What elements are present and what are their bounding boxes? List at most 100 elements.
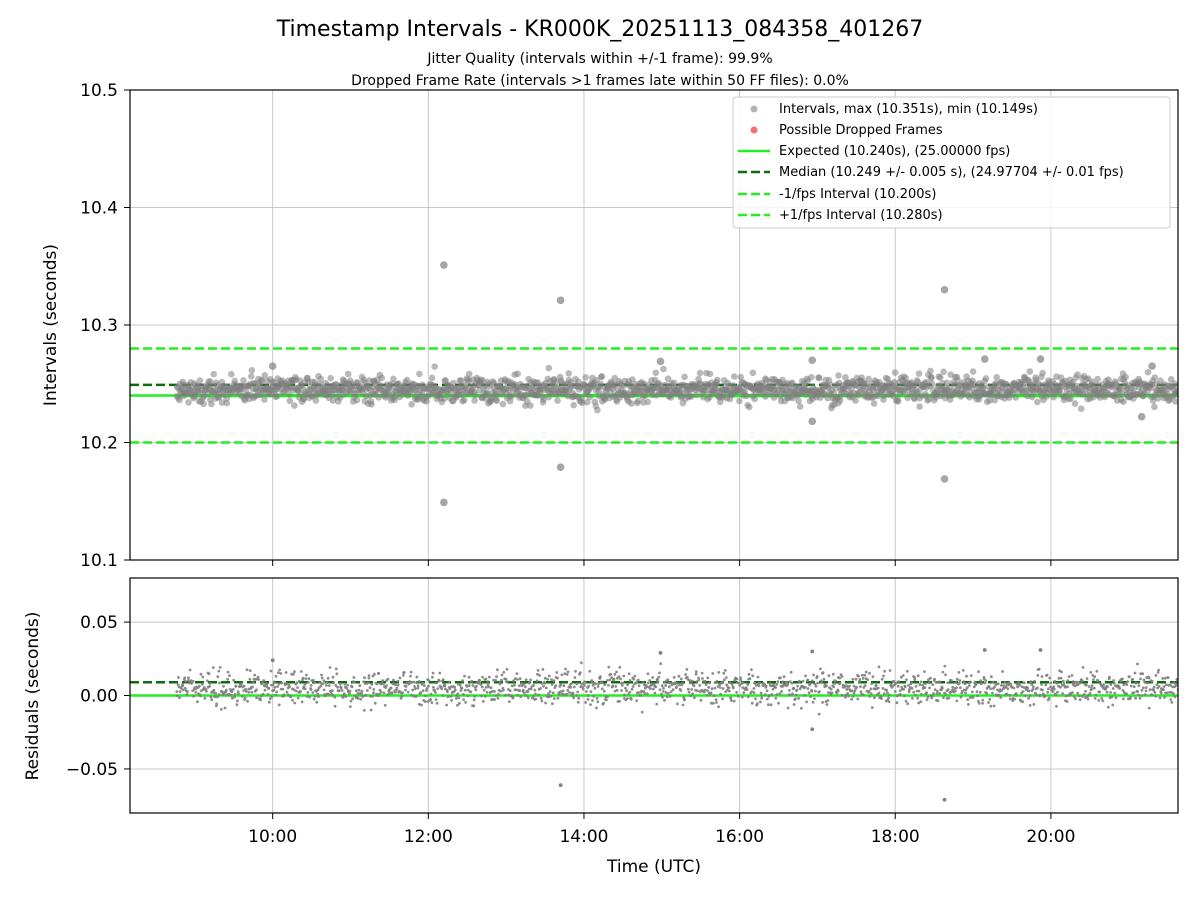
bottom-residual-point bbox=[792, 686, 796, 690]
bottom-residual-point bbox=[555, 671, 559, 674]
bottom-residual-point bbox=[379, 690, 383, 694]
bottom-residual-point bbox=[825, 684, 828, 688]
bottom-residual-point bbox=[725, 688, 729, 692]
bottom-residual-point bbox=[521, 688, 525, 692]
bottom-residual-point bbox=[431, 671, 435, 675]
legend-label-median: Median (10.249 +/- 0.005 s), (24.97704 +… bbox=[779, 165, 1124, 180]
bottom-residual-point bbox=[896, 684, 900, 688]
bottom-residual-point bbox=[396, 683, 400, 687]
bottom-residual-point bbox=[207, 672, 211, 676]
bottom-residual-point bbox=[664, 691, 668, 694]
bottom-residual-point bbox=[774, 696, 778, 700]
bottom-residual-point bbox=[546, 677, 550, 681]
bottom-residual-point bbox=[750, 690, 754, 694]
bottom-residual-point bbox=[855, 685, 858, 689]
bottom-residual-point bbox=[1006, 687, 1010, 691]
bottom-residual-point bbox=[819, 667, 822, 671]
bottom-residual-point bbox=[394, 683, 397, 687]
bottom-residual-point bbox=[566, 670, 570, 674]
bottom-residual-point bbox=[829, 687, 833, 691]
bottom-residual-point bbox=[532, 695, 535, 698]
bottom-residual-point bbox=[556, 696, 560, 700]
bottom-residual-point bbox=[1084, 689, 1087, 693]
bottom-residual-point bbox=[847, 694, 850, 698]
bottom-residual-point bbox=[551, 702, 554, 706]
bottom-residual-point bbox=[730, 699, 733, 702]
bottom-residual-point bbox=[917, 701, 920, 705]
bottom-residual-point bbox=[357, 688, 361, 692]
bottom-residual-point bbox=[815, 675, 819, 678]
bottom-residual-point bbox=[668, 695, 672, 698]
bottom-residual-point bbox=[1054, 693, 1058, 697]
bottom-x-tick-label: 16:00 bbox=[715, 827, 764, 847]
bottom-residual-point bbox=[987, 701, 990, 704]
top-interval-point bbox=[450, 379, 457, 387]
bottom-residual-point bbox=[456, 703, 459, 707]
bottom-residual-point bbox=[371, 674, 375, 678]
top-interval-point bbox=[644, 398, 652, 406]
bottom-residual-point bbox=[223, 706, 227, 710]
bottom-residual-point bbox=[999, 696, 1003, 699]
bottom-residual-point bbox=[201, 675, 205, 679]
bottom-residual-point bbox=[312, 678, 315, 682]
bottom-residual-point bbox=[766, 697, 769, 701]
bottom-residual-point bbox=[523, 685, 527, 689]
bottom-residual-point bbox=[688, 681, 692, 685]
top-interval-point bbox=[915, 370, 923, 378]
bottom-residual-point bbox=[974, 682, 978, 686]
top-interval-point bbox=[499, 400, 507, 408]
top-interval-point bbox=[258, 377, 266, 385]
bottom-residual-point bbox=[463, 688, 467, 692]
bottom-residual-point bbox=[797, 696, 800, 700]
top-interval-point bbox=[979, 384, 987, 391]
bottom-residual-point bbox=[904, 699, 908, 703]
bottom-residual-point bbox=[336, 685, 339, 689]
bottom-residual-point bbox=[475, 685, 478, 688]
bottom-residual-point bbox=[497, 693, 500, 696]
bottom-residual-point bbox=[1144, 686, 1148, 689]
bottom-residual-point bbox=[622, 674, 626, 678]
bottom-residual-point bbox=[471, 684, 475, 687]
bottom-residual-point bbox=[812, 673, 815, 677]
bottom-residual-point bbox=[971, 696, 975, 699]
bottom-residual-point bbox=[959, 686, 962, 690]
bottom-residual-point bbox=[1100, 697, 1103, 700]
bottom-residual-point bbox=[382, 682, 385, 686]
bottom-residual-point bbox=[540, 699, 544, 703]
bottom-residual-point bbox=[1152, 685, 1156, 689]
top-interval-point bbox=[428, 374, 436, 382]
bottom-x-tick-label: 18:00 bbox=[871, 827, 920, 847]
bottom-residual-point bbox=[770, 693, 774, 696]
top-interval-point bbox=[570, 401, 577, 409]
bottom-residual-point bbox=[496, 696, 500, 700]
bottom-residual-point bbox=[436, 687, 440, 690]
bottom-residual-point bbox=[907, 684, 910, 687]
bottom-residual-point bbox=[794, 693, 798, 697]
top-interval-point bbox=[457, 377, 465, 384]
bottom-residual-point bbox=[987, 685, 991, 688]
bottom-residual-point bbox=[752, 687, 756, 690]
top-interval-point bbox=[291, 402, 298, 409]
bottom-residual-point bbox=[232, 678, 236, 682]
bottom-residual-point bbox=[334, 667, 338, 671]
bottom-residual-point bbox=[413, 685, 416, 688]
bottom-residual-point bbox=[720, 680, 724, 684]
bottom-residual-point bbox=[348, 705, 352, 708]
bottom-residual-point bbox=[504, 677, 508, 681]
bottom-residual-point bbox=[978, 690, 982, 694]
bottom-residual-point bbox=[980, 682, 983, 685]
bottom-residual-point bbox=[990, 675, 993, 679]
top-interval-point bbox=[1151, 403, 1158, 411]
bottom-residual-point bbox=[687, 690, 691, 694]
top-interval-point bbox=[460, 396, 468, 404]
bottom-residual-point bbox=[954, 681, 958, 684]
bottom-residual-point bbox=[532, 684, 535, 687]
bottom-residual-point bbox=[316, 688, 320, 692]
bottom-residual-point bbox=[294, 689, 298, 693]
bottom-residual-point bbox=[575, 694, 578, 697]
bottom-residual-point bbox=[1157, 685, 1161, 688]
bottom-residual-point bbox=[919, 680, 923, 684]
bottom-residual-point bbox=[419, 691, 423, 695]
top-interval-point bbox=[664, 375, 672, 383]
